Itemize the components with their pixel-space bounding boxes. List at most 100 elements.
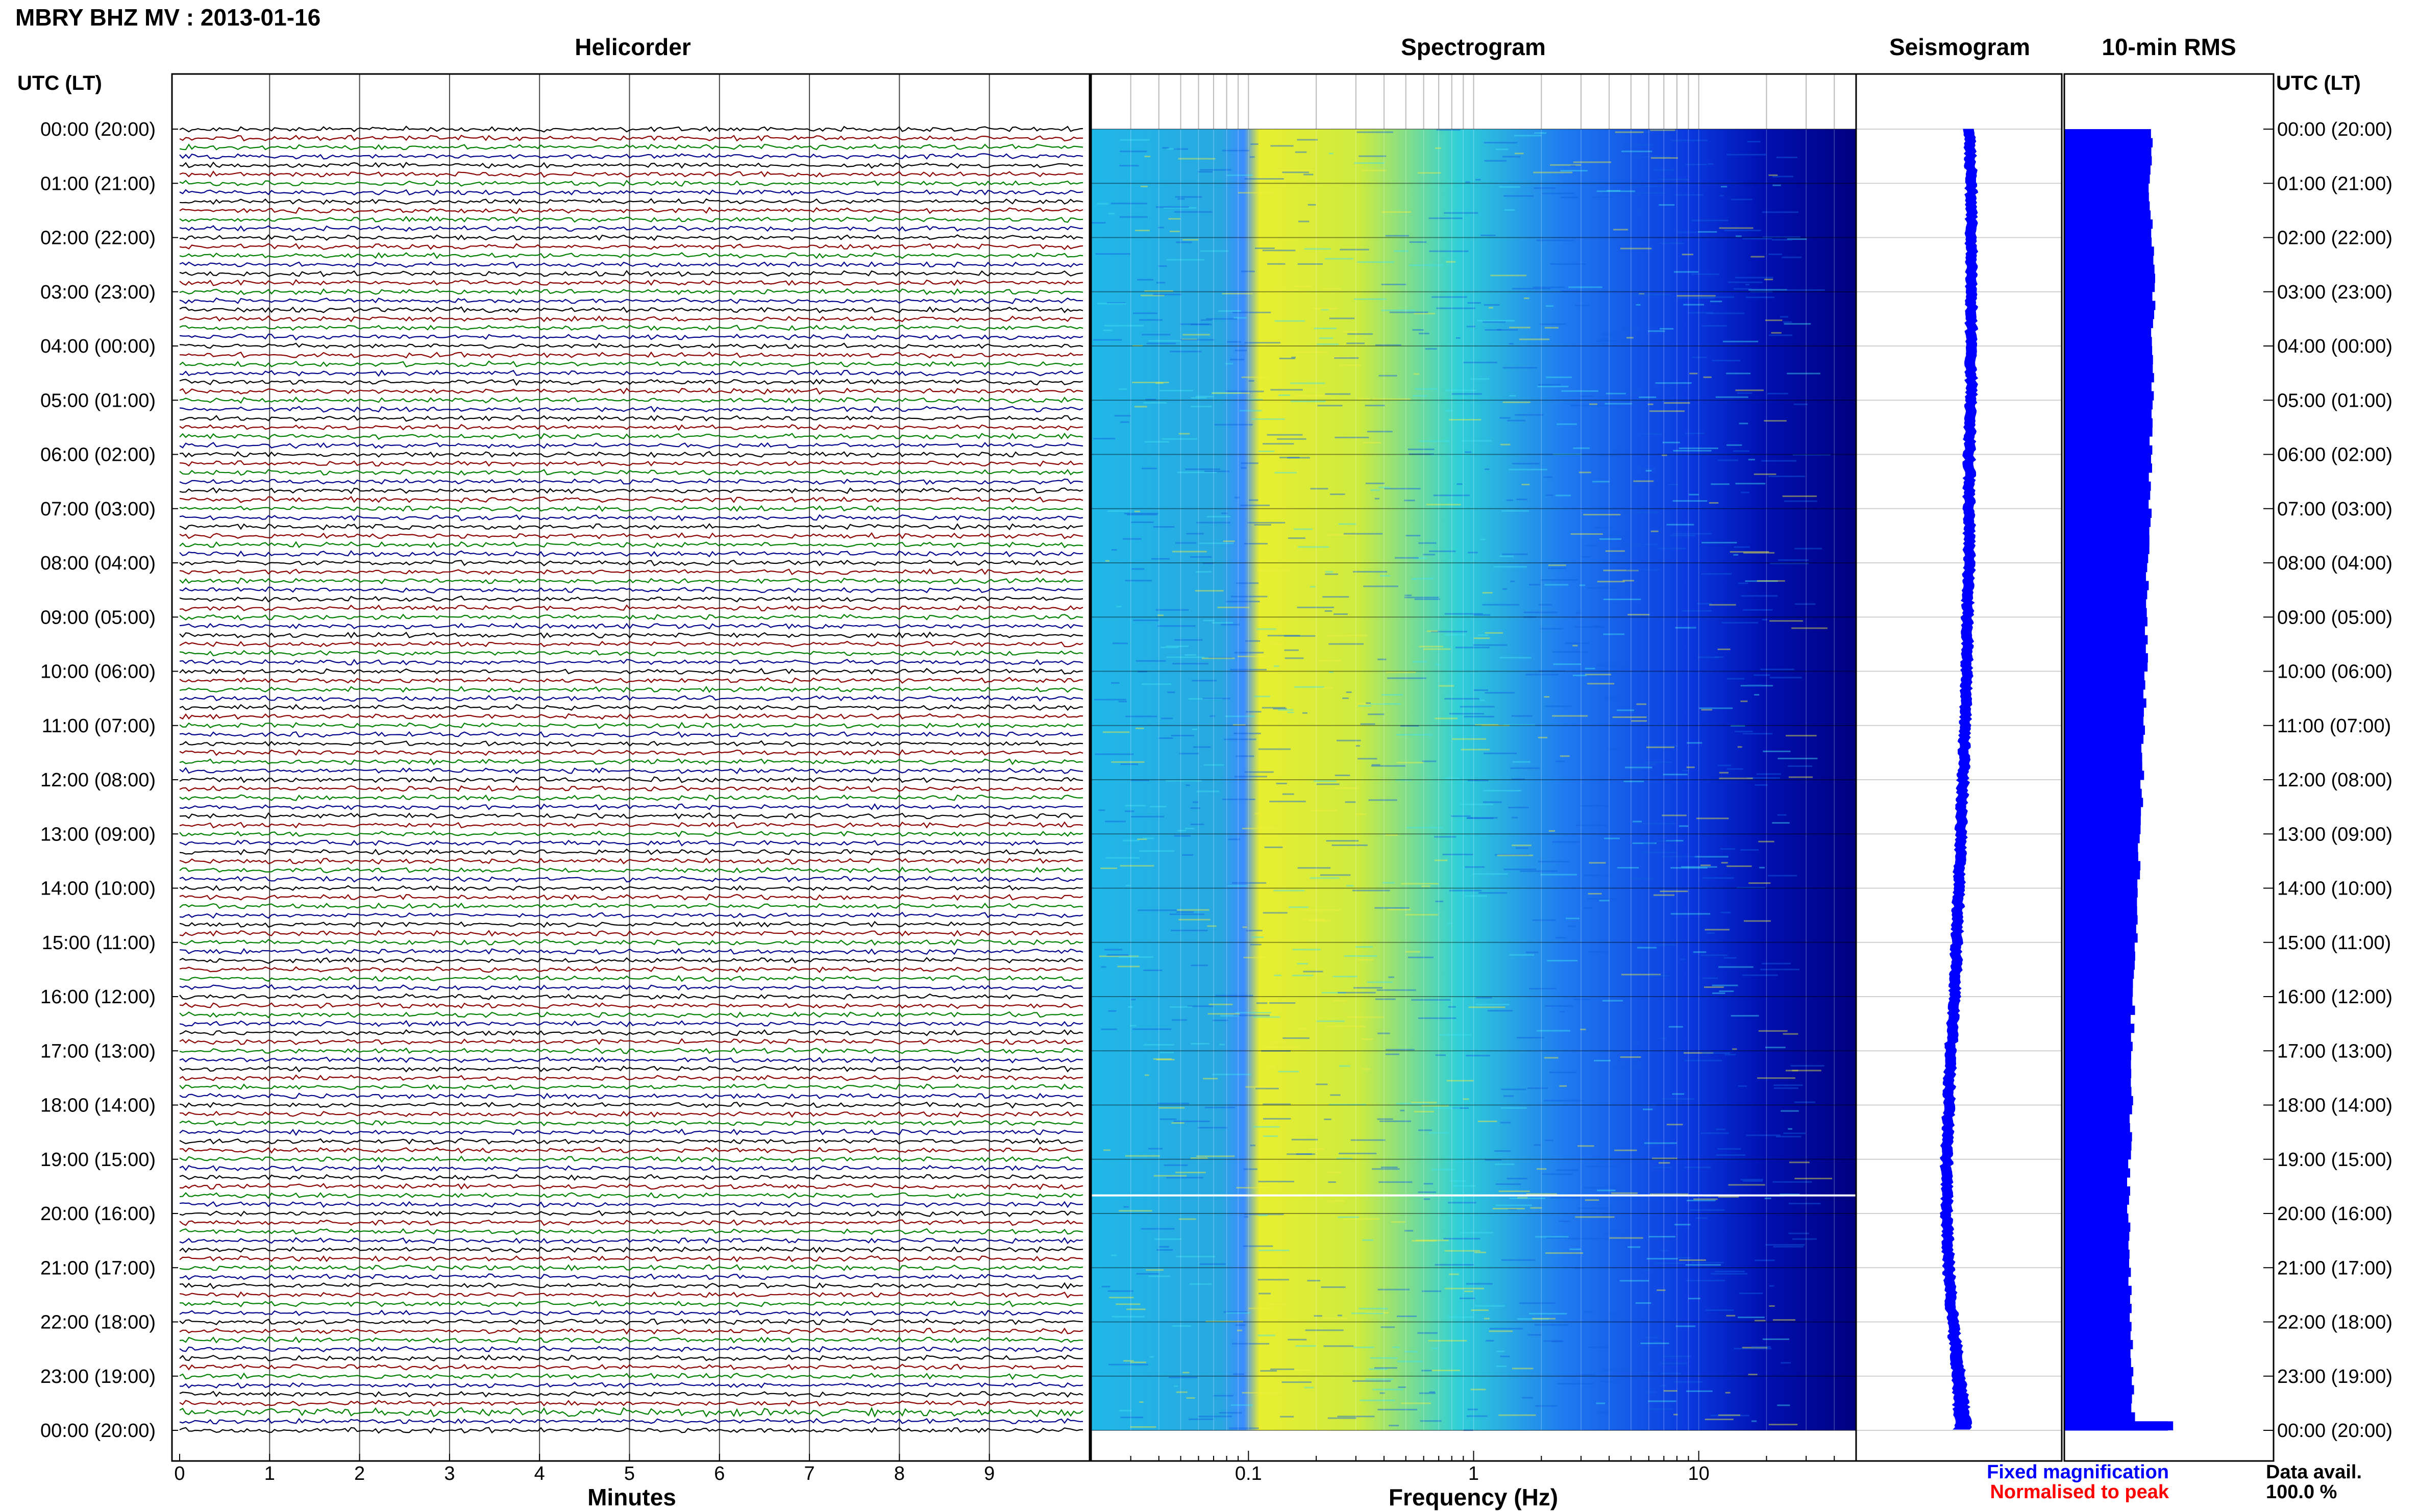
spectrogram-noise [1662,454,1667,456]
spectrogram-frame [1090,73,1857,1462]
spectrogram-noise [1213,1020,1228,1022]
spectrogram-noise [1754,473,1776,475]
spectrogram-noise [1789,1161,1810,1163]
spectrogram-noise [1166,645,1189,647]
rms-bar [2064,1241,2129,1250]
spectrogram-noise [1552,651,1588,653]
spectrogram-noise [1256,1002,1268,1004]
spectrogram-noise [1146,342,1176,344]
helicorder-trace [179,325,1083,332]
spectrogram-noise [1346,885,1354,887]
rms-bar [2064,1159,2129,1169]
spectrogram-noise [1221,624,1240,626]
spectrogram-noise [1287,457,1310,459]
spectrogram-noise [1718,459,1738,461]
helicorder-trace [179,379,1083,386]
spectrogram-noise [1592,481,1610,483]
spectrogram-noise [1295,151,1307,153]
spectrogram-noise [1477,319,1515,321]
spectrogram-noise [1177,472,1217,474]
spectrogram-noise [1224,738,1256,740]
spectrogram-noise [1588,893,1602,895]
spectrogram-noise [1249,156,1255,158]
data-avail-value: 100.0 % [2266,1481,2337,1503]
spectrogram-noise [1094,699,1127,701]
spectrogram-noise [1419,646,1443,648]
spectrogram-noise [1268,1303,1288,1305]
helicorder-trace [179,1047,1083,1054]
spectrogram-noise [1755,1259,1775,1261]
helicorder-trace [179,1110,1083,1118]
spectrogram-noise [1144,290,1174,292]
helicorder-trace [179,1201,1083,1208]
helicorder-trace [179,478,1083,485]
spectrogram-noise [1690,626,1696,628]
spectrogram-noise [1508,807,1529,809]
spectrogram-noise [1466,1283,1493,1285]
spectrogram-noise [1233,317,1247,319]
spectrogram-noise [1475,724,1499,726]
helicorder-trace [179,306,1083,314]
spectrogram-noise [1562,861,1570,863]
spectrogram-noise [1788,1203,1821,1205]
spectrogram-noise [1740,491,1749,493]
spectrogram-noise [1328,1181,1336,1183]
rms-bar [2064,689,2143,699]
spectrogram-noise [1702,977,1718,979]
spectrogram-noise [1357,261,1395,263]
spectrogram-noise [1336,1157,1353,1159]
spectrogram-noise [1168,218,1180,220]
spectrogram-noise [1495,1204,1532,1206]
spectrogram-noise [1200,319,1213,321]
time-label-right: 22:00 (18:00) [2277,1312,2392,1333]
spectrogram-noise [1097,203,1108,205]
helicorder-trace [179,1192,1083,1199]
spectrogram-noise [1166,656,1204,658]
spectrogram-noise [1391,1221,1405,1223]
spectrogram-noise [1780,316,1789,318]
spectrogram-noise [1104,325,1144,327]
spectrogram-noise [1248,380,1254,382]
spectrogram-noise [1529,1312,1567,1315]
spectrogram-noise [1125,810,1134,812]
rms-bar [2064,888,2138,898]
rms-bar [2064,572,2146,581]
spectrogram-noise [1522,1397,1533,1399]
spectrogram-noise [1415,388,1438,390]
spectrogram-noise [1757,1077,1795,1079]
spectrogram-noise [1721,622,1759,624]
spectrogram-noise [1395,557,1419,559]
helicorder-trace [179,966,1083,973]
spectrogram-noise [1223,540,1235,542]
seismogram-title: Seismogram [1889,34,2030,60]
time-label-left: 23:00 (19:00) [40,1366,156,1387]
spectrogram-noise [1101,1285,1110,1287]
spectrogram-noise [1475,1004,1510,1006]
spectrogram-noise [1145,1074,1149,1076]
spectrogram-noise [1474,1251,1486,1253]
time-label-right: 14:00 (10:00) [2277,878,2392,900]
helicorder-trace [179,396,1083,404]
spectrogram-noise [1720,848,1736,850]
helicorder-trace [179,957,1083,964]
spectrogram-noise [1353,1346,1374,1348]
spectrogram-noise [1488,307,1493,309]
spectrogram-noise [1139,1401,1144,1403]
spectrogram-noise [1718,1414,1741,1416]
spectrogram-noise [1762,1338,1790,1340]
spectrogram-noise [1362,1239,1374,1241]
spectrogram-noise [1423,648,1451,650]
spectrogram-noise [1777,814,1787,816]
spectrogram-noise [1325,393,1351,395]
rms-bar [2064,834,2140,844]
spectrogram-noise [1302,712,1307,714]
spectrogram-noise [1120,763,1139,765]
spectrogram-noise [1719,194,1724,196]
spectrogram-noise [1284,635,1316,637]
spectrogram-noise [1529,987,1557,989]
spectrogram-noise [1264,846,1283,848]
spectrogram-noise [1545,1252,1584,1254]
spectrogram-noise [1446,1080,1474,1082]
spectrogram-noise [1662,1098,1695,1100]
spectrogram-noise [1140,294,1165,296]
